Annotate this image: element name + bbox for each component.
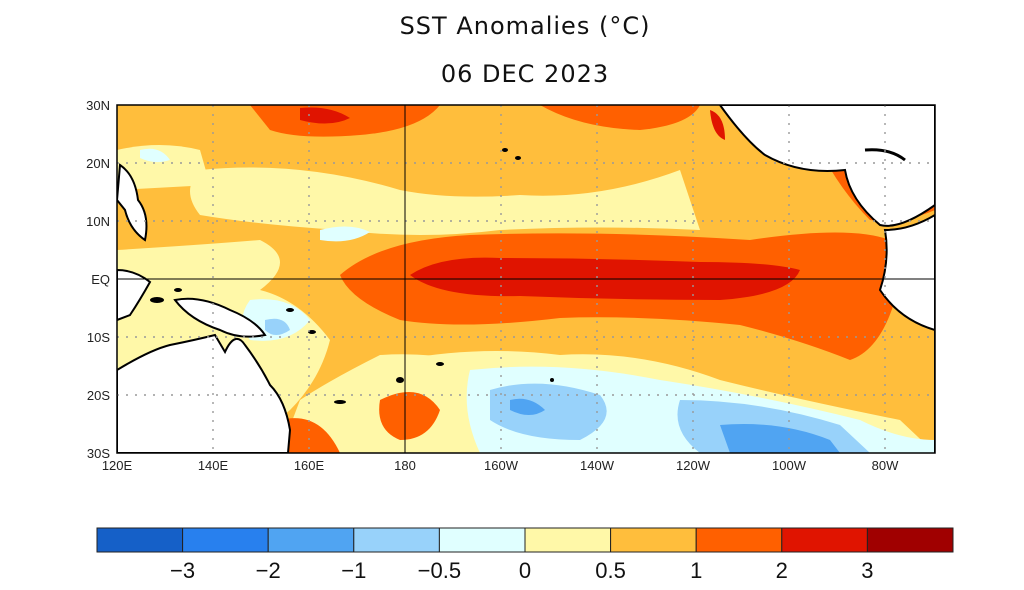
colorbar-swatch [267, 527, 355, 553]
colorbar-label: 2 [776, 558, 788, 583]
lon-label: 80W [872, 458, 899, 473]
colorbar-label: −2 [256, 558, 281, 583]
lat-label: 30S [87, 446, 110, 461]
lat-label: 20S [87, 388, 110, 403]
land-masses [117, 105, 935, 453]
lat-label: 10N [86, 214, 110, 229]
colorbar-swatch [96, 527, 184, 553]
cuba [864, 148, 906, 162]
americas [718, 105, 935, 227]
lon-label: 180 [394, 458, 416, 473]
colorbar-swatch [610, 527, 697, 553]
philippines [117, 163, 148, 242]
lon-label: 120W [676, 458, 711, 473]
colorbar-label: 1 [690, 558, 702, 583]
colorbar-label: −3 [170, 558, 195, 583]
colorbar-swatch [524, 527, 612, 553]
lon-label: 140W [580, 458, 615, 473]
lon-label: 140E [198, 458, 229, 473]
map-frame [116, 104, 936, 454]
lat-label: 10S [87, 330, 110, 345]
gridlines [117, 105, 935, 453]
lon-label: 160E [294, 458, 325, 473]
colorbar-swatch [781, 527, 868, 553]
colorbar-label: 0 [519, 558, 531, 583]
lat-label: 30N [86, 98, 110, 113]
colorbar-label: −0.5 [418, 558, 461, 583]
lon-label: 120E [102, 458, 133, 473]
lat-label: 20N [86, 156, 110, 171]
chart-title: SST Anomalies (°C) [399, 12, 651, 40]
colorbar-label: −1 [341, 558, 366, 583]
australia [117, 333, 292, 453]
lon-label: 160W [484, 458, 519, 473]
indonesia [117, 268, 152, 322]
date-subtitle: 06 DEC 2023 [440, 60, 610, 88]
central-south-america [878, 213, 935, 453]
colorbar-label: 3 [861, 558, 873, 583]
colorbar-swatch [353, 527, 440, 553]
colorbar: −3 −2 −1 −0.5 0 0.5 1 2 3 [96, 527, 954, 583]
colorbar-swatch [438, 527, 526, 553]
colorbar-swatch [866, 527, 954, 553]
lon-label: 100W [772, 458, 807, 473]
colorbar-label: 0.5 [595, 558, 626, 583]
lat-label: EQ [91, 272, 110, 287]
colorbar-swatch [182, 527, 269, 553]
islands [150, 148, 554, 404]
colorbar-swatch [695, 527, 783, 553]
